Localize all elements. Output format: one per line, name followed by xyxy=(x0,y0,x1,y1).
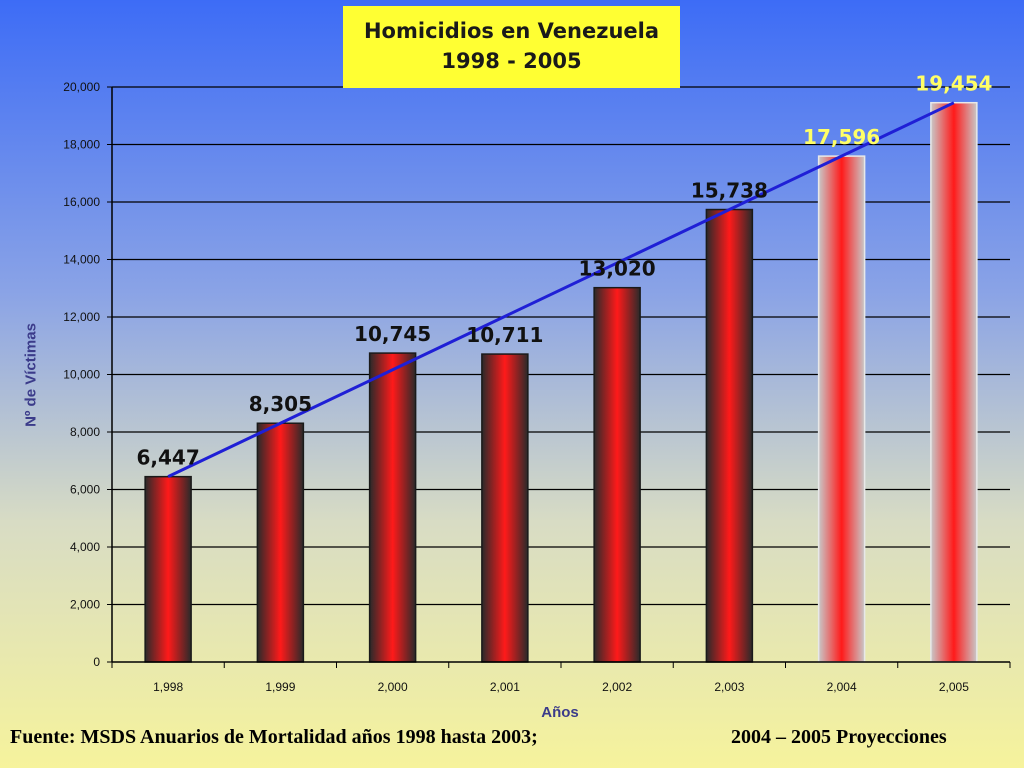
x-axis-ticks: 1,998 1,999 2,000 2,001 2,002 2,003 2,004 2,005 xyxy=(111,662,1011,694)
data-label-1999: 8,305 xyxy=(249,392,312,416)
x-tick-label: 1,999 xyxy=(265,680,295,694)
x-tick-label: 2,003 xyxy=(714,680,744,694)
y-tick-label: 0 xyxy=(93,655,100,669)
x-tick-label: 1,998 xyxy=(153,680,183,694)
bar-2005 xyxy=(930,101,978,663)
bar-2000 xyxy=(368,352,417,663)
data-label-2005: 19,454 xyxy=(915,72,992,96)
bar-2002 xyxy=(593,286,641,663)
grid-lines xyxy=(112,86,1010,606)
bar-1998 xyxy=(144,475,192,663)
chart-title-line1: Homicidios en Venezuela xyxy=(363,19,660,43)
data-label-2000: 10,745 xyxy=(354,322,431,346)
x-axis-label: Años xyxy=(541,704,579,721)
data-label-2003: 15,738 xyxy=(691,179,768,203)
axes xyxy=(111,87,1010,663)
trend-line xyxy=(167,101,955,479)
data-label-1998: 6,447 xyxy=(136,446,199,470)
x-tick-label: 2,002 xyxy=(602,680,632,694)
y-tick-label: 10,000 xyxy=(63,368,100,382)
y-axis-ticks: 0 2,000 4,000 6,000 8,000 10,000 12,000 14,000 1… xyxy=(63,80,112,669)
y-axis-label: Nº de Víctimas xyxy=(22,323,40,427)
trendline xyxy=(167,101,955,479)
bars xyxy=(144,101,978,663)
y-tick-label: 8,000 xyxy=(70,425,100,439)
x-tick-label: 2,004 xyxy=(827,680,857,694)
y-tick-label: 6,000 xyxy=(70,483,100,497)
source-note: Fuente: MSDS Anuarios de Mortalidad años… xyxy=(10,726,538,748)
bar-2003 xyxy=(705,208,754,663)
chart-title: Homicidios en Venezuela 1998 - 2005 xyxy=(343,6,680,88)
data-labels: 6,447 8,305 10,745 10,711 13,020 15,738 17,596… xyxy=(136,72,992,470)
y-tick-label: 12,000 xyxy=(63,310,100,324)
projection-note: 2004 – 2005 Proyecciones xyxy=(731,726,947,748)
y-tick-label: 4,000 xyxy=(70,540,100,554)
data-label-2001: 10,711 xyxy=(466,323,543,347)
x-tick-label: 2,000 xyxy=(378,680,408,694)
data-label-2002: 13,020 xyxy=(579,257,656,281)
data-label-2004: 17,596 xyxy=(803,125,880,149)
y-tick-label: 20,000 xyxy=(63,80,100,94)
bar-1999 xyxy=(256,422,305,663)
y-tick-label: 14,000 xyxy=(63,253,100,267)
y-tick-label: 2,000 xyxy=(70,598,100,612)
bar-2001 xyxy=(481,353,529,663)
y-tick-label: 16,000 xyxy=(63,195,100,209)
y-tick-label: 18,000 xyxy=(63,138,100,152)
bar-2004 xyxy=(817,155,866,663)
x-tick-label: 2,001 xyxy=(490,680,520,694)
chart-title-line2: 1998 - 2005 xyxy=(441,49,582,73)
x-tick-label: 2,005 xyxy=(939,680,969,694)
